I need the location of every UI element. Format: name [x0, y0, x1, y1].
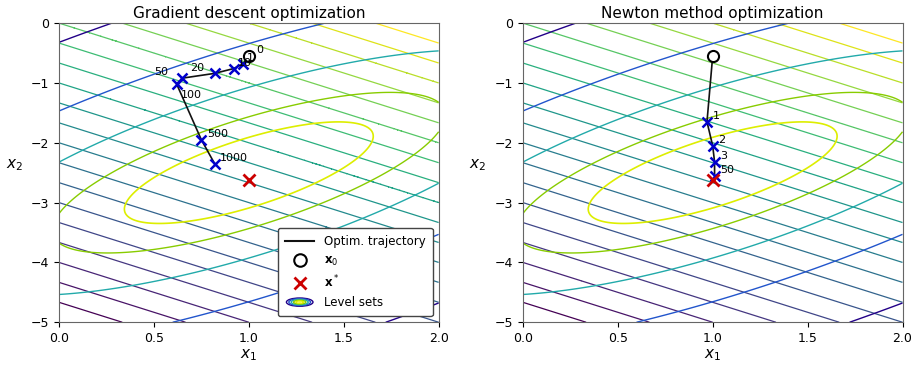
X-axis label: $x_1$: $x_1$	[704, 348, 722, 363]
Text: 1: 1	[712, 111, 720, 121]
Text: 1: 1	[247, 53, 254, 63]
Text: 20: 20	[190, 63, 204, 73]
Text: 50: 50	[154, 68, 169, 77]
X-axis label: $x_1$: $x_1$	[241, 348, 257, 363]
Text: 2: 2	[718, 135, 725, 145]
Text: 3: 3	[720, 151, 727, 161]
Text: 10: 10	[238, 58, 252, 68]
Text: 100: 100	[181, 90, 202, 100]
Legend: Optim. trajectory, $\mathbf{x}_0$, $\mathbf{x}^*$, Level sets: Optim. trajectory, $\mathbf{x}_0$, $\mat…	[278, 228, 432, 316]
Text: 1000: 1000	[220, 153, 248, 163]
Text: 50: 50	[720, 165, 734, 175]
Text: 0: 0	[256, 45, 263, 55]
Title: Gradient descent optimization: Gradient descent optimization	[132, 6, 365, 21]
Title: Newton method optimization: Newton method optimization	[601, 6, 823, 21]
Text: 500: 500	[207, 129, 228, 139]
Y-axis label: $x_2$: $x_2$	[469, 157, 487, 173]
Y-axis label: $x_2$: $x_2$	[6, 157, 23, 173]
